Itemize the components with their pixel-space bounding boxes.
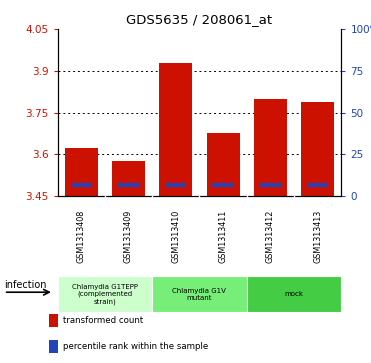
Text: mock: mock bbox=[285, 291, 303, 297]
Bar bbox=[49, 314, 58, 327]
Text: GSM1313409: GSM1313409 bbox=[124, 209, 133, 263]
Text: GSM1313411: GSM1313411 bbox=[219, 209, 227, 262]
Bar bbox=[207, 132, 240, 196]
Bar bbox=[65, 148, 98, 196]
Bar bbox=[58, 276, 152, 312]
Bar bbox=[49, 340, 58, 353]
Bar bbox=[112, 161, 145, 196]
Text: GSM1313410: GSM1313410 bbox=[171, 209, 180, 262]
Bar bbox=[247, 276, 341, 312]
Bar bbox=[152, 276, 247, 312]
Bar bbox=[260, 183, 281, 187]
Text: GSM1313412: GSM1313412 bbox=[266, 209, 275, 263]
Bar bbox=[159, 63, 192, 196]
Text: GSM1313408: GSM1313408 bbox=[77, 209, 86, 262]
Bar bbox=[165, 183, 186, 187]
Bar bbox=[70, 183, 92, 187]
Text: infection: infection bbox=[4, 280, 46, 290]
Bar bbox=[307, 183, 328, 187]
Title: GDS5635 / 208061_at: GDS5635 / 208061_at bbox=[127, 13, 272, 26]
Bar bbox=[118, 183, 139, 187]
Bar bbox=[254, 99, 287, 196]
Text: percentile rank within the sample: percentile rank within the sample bbox=[63, 342, 208, 351]
Text: Chlamydia G1TEPP
(complemented
strain): Chlamydia G1TEPP (complemented strain) bbox=[72, 284, 138, 305]
Text: Chlamydia G1V
mutant: Chlamydia G1V mutant bbox=[173, 287, 226, 301]
Bar bbox=[213, 183, 234, 187]
Text: GSM1313413: GSM1313413 bbox=[313, 209, 322, 262]
Text: transformed count: transformed count bbox=[63, 316, 143, 325]
Bar bbox=[301, 102, 334, 196]
